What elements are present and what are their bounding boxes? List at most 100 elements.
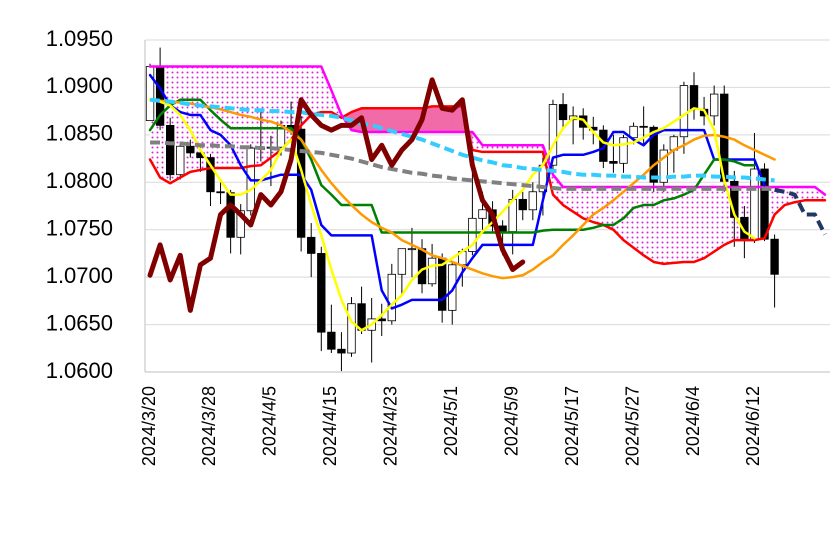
y-tick-label: 1.0750 [46,216,113,241]
y-tick-label: 1.0900 [46,73,113,98]
x-tick-label: 2024/3/28 [199,386,219,466]
cloud-segment [250,66,261,167]
cloud-segment [502,145,513,152]
cloud-segment [321,66,332,113]
cloud-segment [401,108,413,133]
x-tick-label: 2024/6/4 [683,386,703,456]
candle-body [216,191,225,194]
cloud-segment [210,66,221,169]
candle-body [317,253,326,333]
cloud-segment [603,187,614,230]
x-tick-label: 2024/5/27 [622,386,642,466]
candle-body [186,145,195,154]
cloud-segment [623,187,634,248]
cloud-segment [583,187,594,223]
candle-body [689,85,699,110]
span-a-line [148,105,827,266]
x-tick-label: 2024/5/17 [562,386,582,466]
candle-body [397,248,407,275]
indicator-line [774,187,827,236]
candle-body [639,125,648,128]
cloud-segment [784,187,795,206]
candle-body [448,264,457,311]
cloud-segment [391,108,403,133]
indicator-line [148,98,776,280]
cloud-segment [663,187,674,264]
candle-body [236,210,245,238]
cloud-segment [220,66,231,169]
candle-body [478,209,487,219]
candle-body [659,149,668,183]
cloud-segment [613,187,624,241]
candle-body [387,273,396,322]
y-tick-label: 1.0850 [46,121,113,146]
candle-body [518,198,527,211]
cloud-segment [522,145,533,152]
cloud-segment [532,145,543,152]
candle-body [226,192,235,238]
candle-body [619,137,628,164]
cloud-segment [653,187,664,264]
indicator-line [148,98,756,234]
cloud-segment [794,187,805,203]
span-b-line [148,65,827,196]
candle-body [599,129,608,162]
y-tick-label: 1.0950 [46,26,113,51]
candle-body [176,145,185,176]
candle-body [327,331,336,350]
cloud-segment [804,187,815,201]
cloud-segment [774,187,785,215]
indicator-line [150,140,775,191]
candle-body [558,104,568,121]
candle-body [770,238,779,275]
cloud-segment [260,66,271,166]
x-tick-label: 2024/5/9 [501,386,521,456]
lagging-line [147,77,526,313]
cloud-segment [683,187,695,262]
candle-body [468,217,477,252]
cloud-segment [240,66,251,169]
candle-body [166,124,175,176]
cloud-segment [643,187,654,262]
cloud-segment [311,66,322,115]
indicator-line [148,98,756,332]
candle-body [548,104,558,166]
candle-body [357,303,366,331]
x-tick-label: 2024/4/23 [381,386,401,466]
candle-body [609,161,618,164]
cloud-segment [673,187,684,263]
cloud-segment [492,145,503,152]
candle-body [709,93,719,117]
x-tick-label: 2024/6/12 [743,386,763,466]
candle-body [417,248,427,285]
y-tick-label: 1.0800 [46,168,113,193]
y-tick-label: 1.0650 [46,310,113,335]
cloud-segment [714,187,725,252]
indicator-line [148,73,766,310]
cloud-segment [633,187,644,256]
cloud-segment [593,187,604,225]
y-tick-label: 1.0600 [46,358,113,383]
x-tick-label: 2024/4/5 [260,386,280,456]
x-tick-label: 2024/5/1 [441,386,461,456]
candle-body [427,257,437,285]
candle-body [307,236,316,254]
x-tick-label: 2024/4/15 [320,386,340,466]
cloud-segment [573,187,584,219]
candle-body [407,248,417,251]
candle-body [337,348,346,354]
candle-body [649,126,658,183]
cloud-segment [694,187,705,262]
indicator-line [149,97,775,183]
cloud-segment [512,145,523,152]
candle-body [347,303,356,354]
candle-body [528,191,538,211]
cloud-segment [381,108,393,133]
cloud-segment [482,145,493,152]
y-tick-label: 1.0700 [46,263,113,288]
x-tick-label: 2024/3/20 [139,386,159,466]
cloud-segment [704,187,715,259]
cloud-segment [230,66,241,169]
